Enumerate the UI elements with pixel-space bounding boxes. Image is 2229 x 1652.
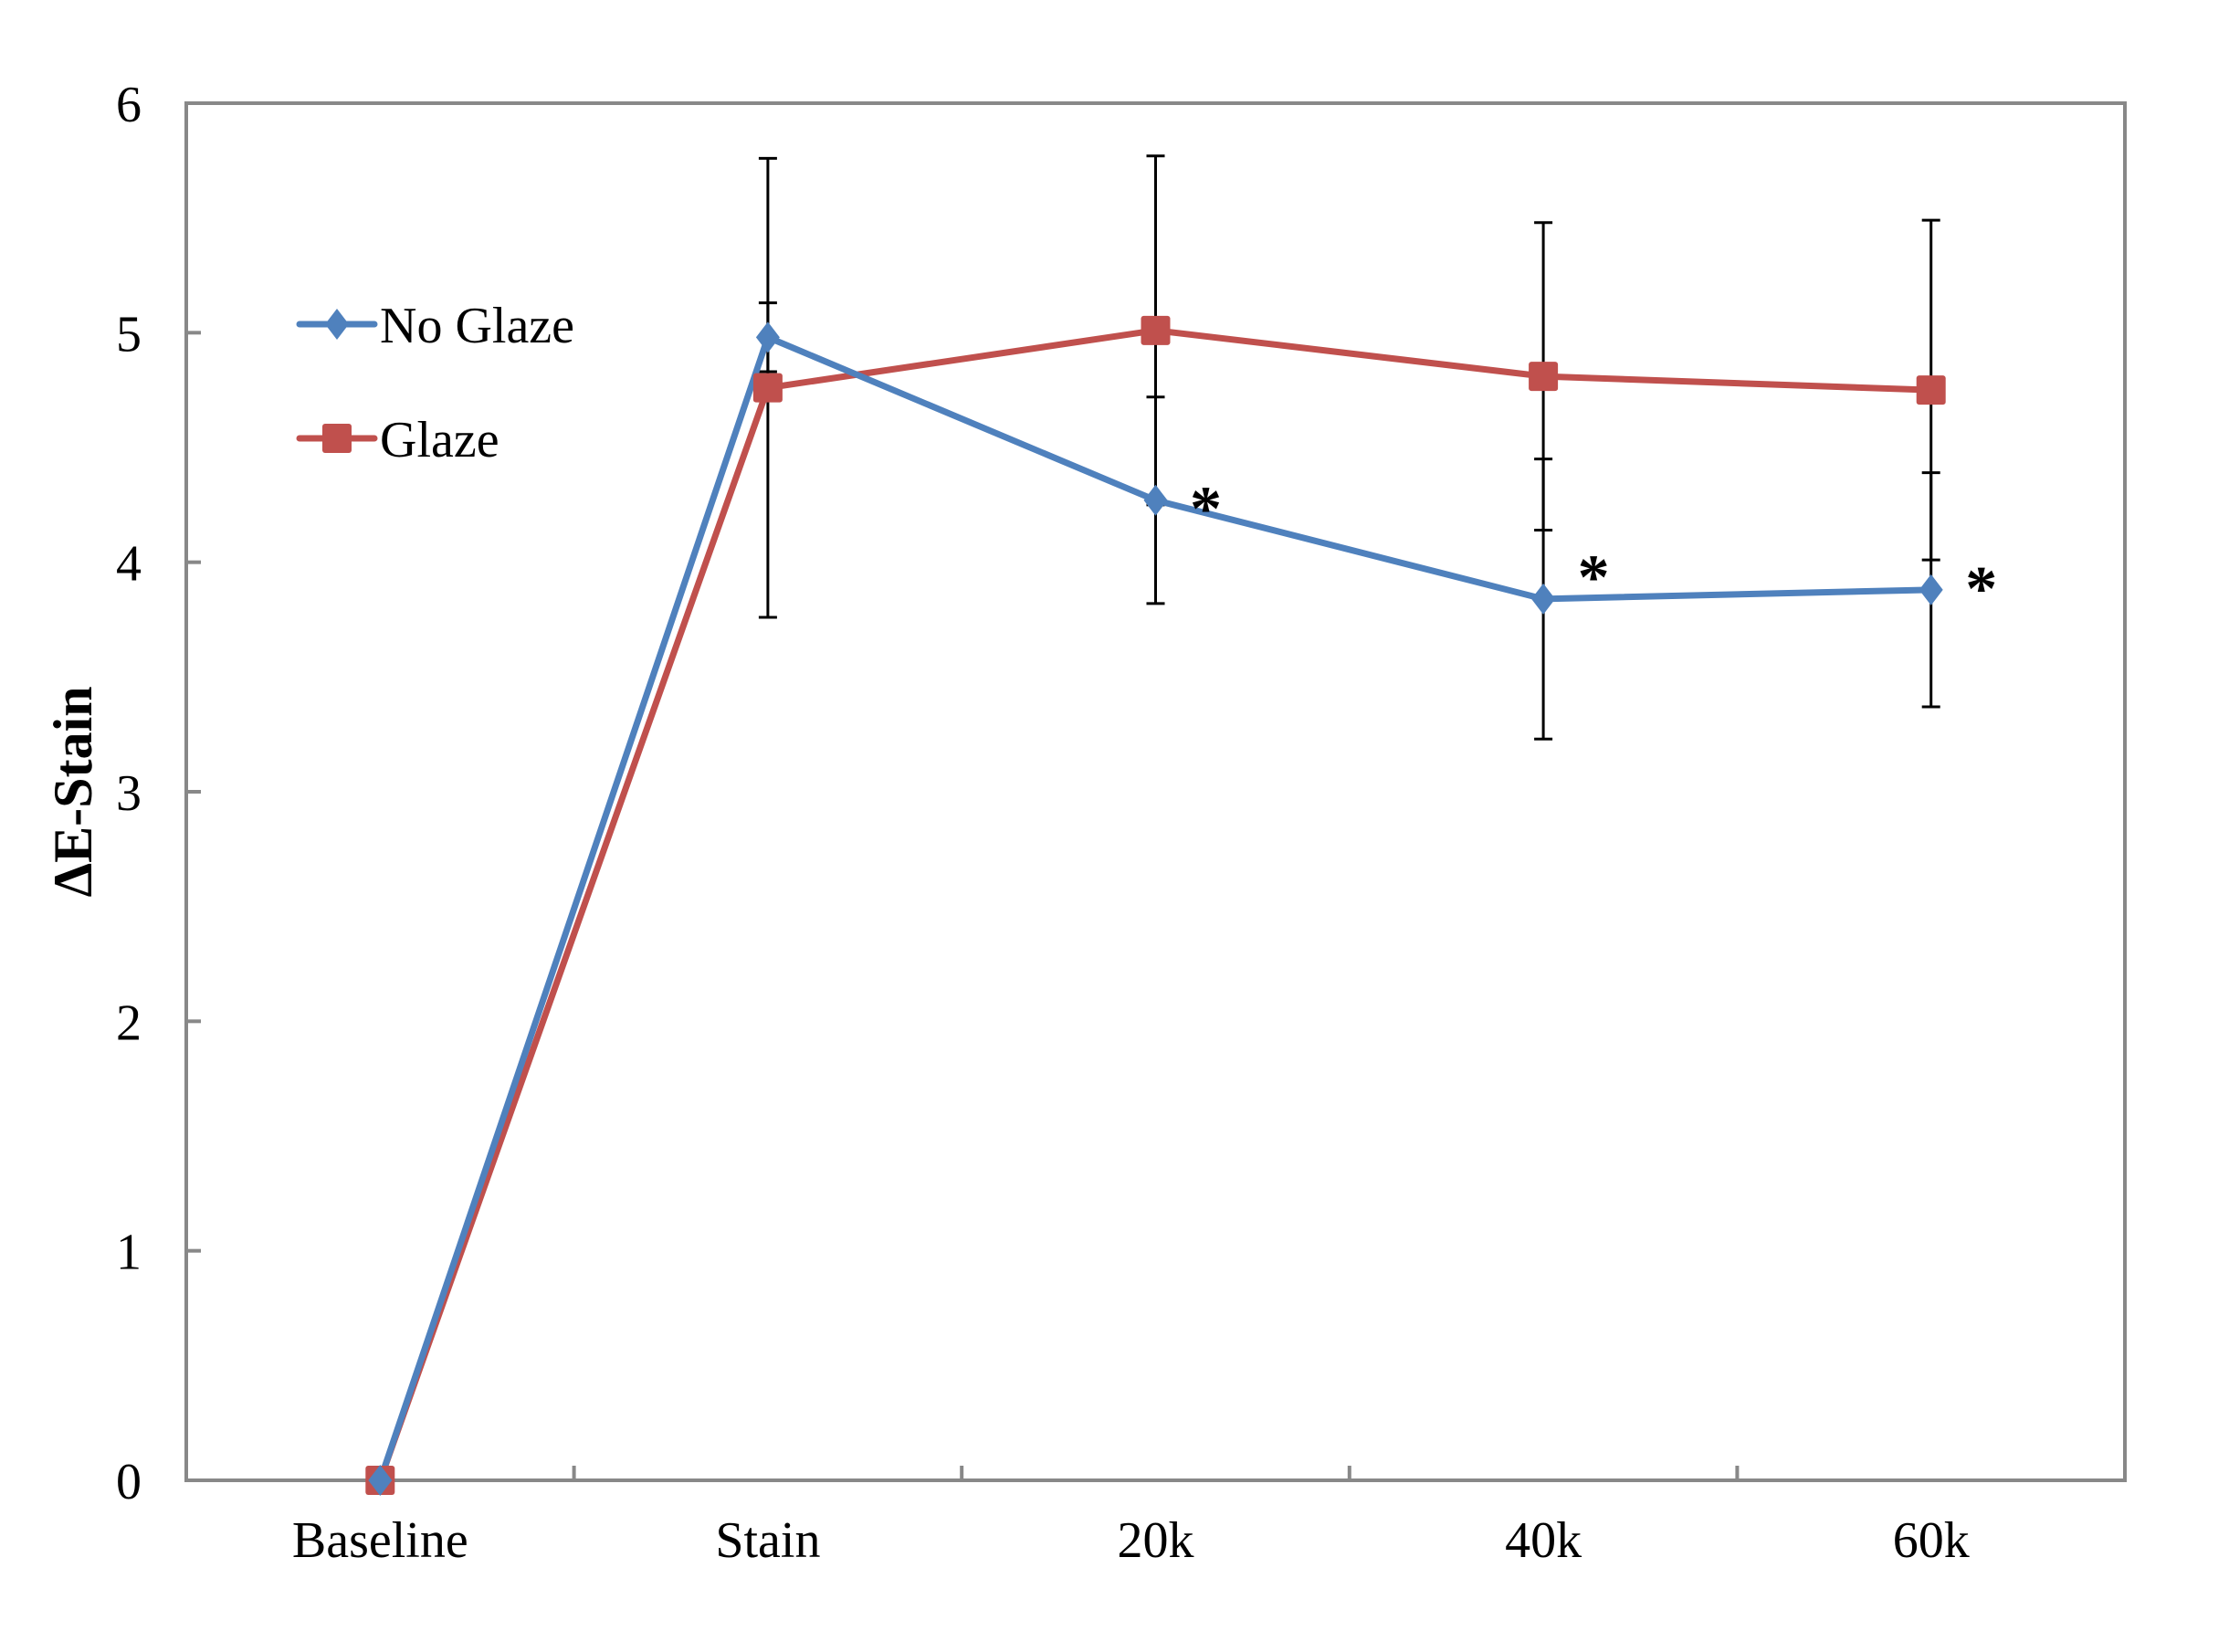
- data-point: [752, 373, 783, 403]
- x-tick-label: 20k: [1118, 1512, 1194, 1569]
- series-layer: * * *: [365, 154, 1997, 1496]
- x-tick-label: 40k: [1505, 1512, 1582, 1569]
- y-tick-label: 1: [116, 1225, 142, 1281]
- significance-marker: *: [1190, 474, 1222, 544]
- x-tick-label: Stain: [715, 1512, 820, 1569]
- y-tick-label: 0: [116, 1454, 142, 1510]
- data-point: [1531, 583, 1556, 615]
- legend-marker-square: [322, 424, 352, 453]
- y-tick-label: 2: [116, 994, 142, 1051]
- data-point: [1919, 573, 1943, 605]
- legend: No Glaze Glaze: [296, 298, 574, 468]
- data-point: [1141, 315, 1171, 345]
- legend-label: Glaze: [380, 412, 499, 468]
- data-point: [1916, 375, 1946, 405]
- legend-label: No Glaze: [380, 298, 574, 354]
- x-tick-label: Baseline: [292, 1512, 468, 1569]
- axes: 0 1 2 3 4 5 6 Baseline Stain 20k 40k 60k: [116, 77, 2127, 1569]
- x-tick-label: 60k: [1893, 1512, 1970, 1569]
- y-tick-label: 6: [116, 77, 142, 133]
- significance-marker: *: [1965, 554, 1997, 625]
- y-tick-label: 3: [116, 765, 142, 822]
- significance-marker: *: [1578, 543, 1610, 614]
- data-point: [755, 321, 780, 353]
- y-tick-label: 4: [116, 536, 142, 593]
- y-tick-label: 5: [116, 306, 142, 363]
- data-point: [368, 1465, 393, 1496]
- y-axis-label: ΔE-Stain: [43, 686, 103, 897]
- data-point: [1143, 484, 1168, 516]
- legend-marker-diamond: [325, 309, 349, 340]
- data-point: [1529, 362, 1559, 392]
